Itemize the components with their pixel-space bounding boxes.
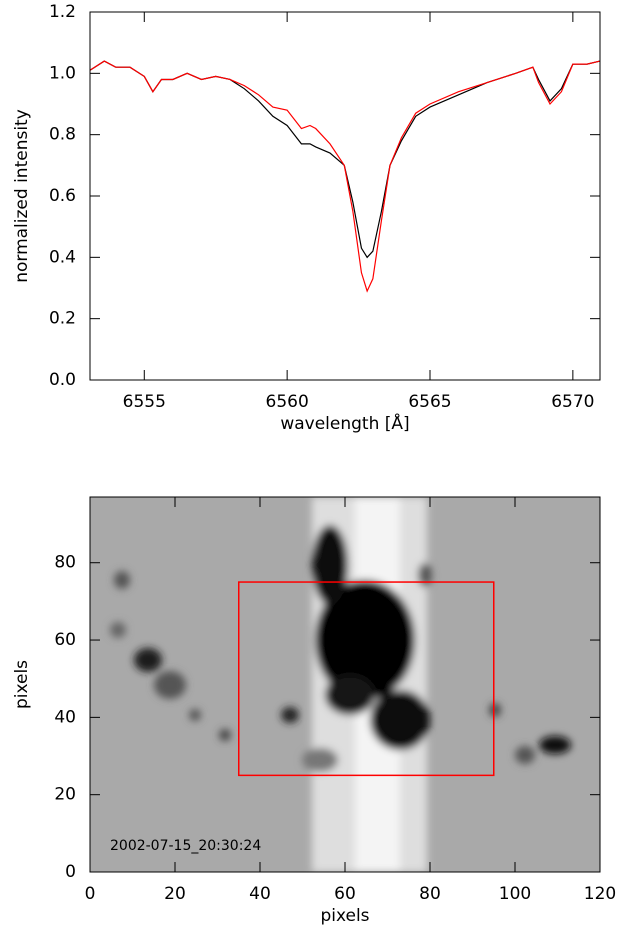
spectrum-line [89, 60, 601, 293]
magnetogram-image [90, 497, 600, 872]
x-tick-label: 6555 [123, 392, 166, 412]
y-tick-label: 0.4 [49, 247, 76, 267]
x-tick-label: 6565 [408, 392, 451, 412]
region-box [238, 581, 495, 777]
timestamp: 2002-07-15_20:30:24 [110, 838, 261, 854]
y-tick-label: 0.2 [49, 309, 76, 329]
x-tick-label: 40 [249, 884, 271, 904]
y-tick-label: 0 [65, 862, 76, 882]
x-tick-label: 60 [334, 884, 356, 904]
y-tick-label: 20 [54, 785, 76, 805]
y-tick-label: 0.8 [49, 125, 76, 145]
x-tick-label: 20 [164, 884, 186, 904]
x-tick-label: 100 [499, 884, 531, 904]
y-axis-label: pixels [12, 660, 32, 709]
x-tick-label: 6570 [551, 392, 594, 412]
x-tick-label: 0 [85, 884, 96, 904]
y-tick-label: 1.2 [49, 2, 76, 22]
x-tick-label: 120 [584, 884, 616, 904]
x-axis-label: pixels [320, 906, 369, 926]
y-tick-label: 80 [54, 553, 76, 573]
y-tick-label: 1.0 [49, 63, 76, 83]
spectrum-line [89, 60, 601, 259]
y-tick-label: 0.6 [49, 186, 76, 206]
y-axis-label: normalized intensity [12, 109, 32, 283]
y-tick-label: 40 [54, 707, 76, 727]
y-tick-label: 60 [54, 630, 76, 650]
y-tick-label: 0.0 [49, 370, 76, 390]
x-axis-label: wavelength [Å] [280, 412, 409, 434]
x-tick-label: 80 [419, 884, 441, 904]
x-tick-label: 6560 [266, 392, 309, 412]
axes-frame [89, 11, 601, 381]
